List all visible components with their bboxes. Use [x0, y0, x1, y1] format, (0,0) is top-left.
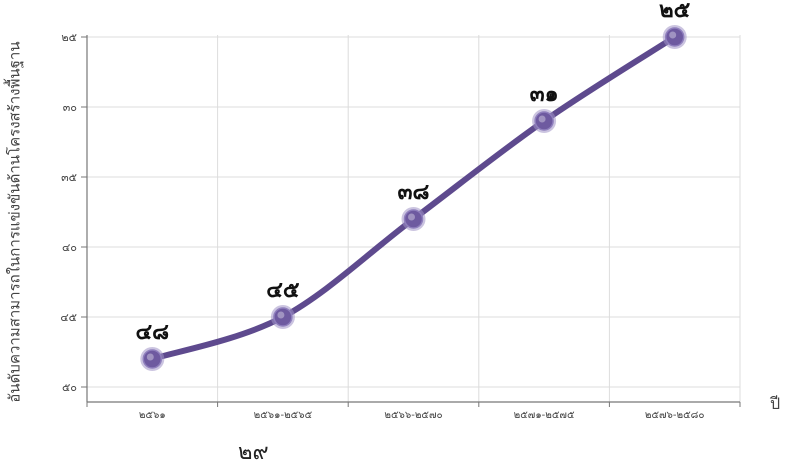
- data-label: ๓๘: [397, 180, 429, 205]
- x-tick-label: ๒๕๗๖-๒๕๘๐: [645, 410, 705, 421]
- x-tick-label: ๒๕๖๑: [139, 410, 166, 421]
- grid-lines: [86, 35, 741, 402]
- y-tick-label: ๕๐: [62, 381, 77, 394]
- data-point: [142, 349, 163, 369]
- y-axis-title: อันดับความสามารถในการแข่งขันด้านโครงสร้า…: [4, 12, 26, 432]
- y-tick-label: ๓๕: [61, 171, 77, 184]
- data-point-highlight: [408, 213, 415, 221]
- data-label: ๔๕: [266, 278, 300, 303]
- x-tick-label: ๒๕๖๖-๒๕๗๐: [384, 410, 442, 421]
- data-point-highlight: [538, 115, 546, 123]
- data-point-highlight: [669, 31, 677, 39]
- y-tick-label: ๔๕: [60, 311, 77, 324]
- axes: [81, 35, 741, 407]
- y-tick-label: ๓๐: [63, 101, 77, 114]
- series: [140, 25, 687, 371]
- x-tick-labels: ๒๕๖๑ ๒๕๖๑-๒๕๖๕ ๒๕๖๖-๒๕๗๐ ๒๕๗๑-๒๕๗๕ ๒๕๗๖-๒๕๘๐: [139, 410, 705, 421]
- data-point-highlight: [277, 311, 285, 319]
- data-point-highlight: [146, 353, 154, 361]
- data-labels: ๔๘ ๔๕ ๓๘ ๓๑ ๒๕: [135, 0, 690, 345]
- y-tick-label: ๒๕: [61, 31, 77, 44]
- data-point: [403, 209, 424, 229]
- x-tick-label: ๒๕๖๑-๒๕๖๕: [254, 410, 313, 421]
- page-number: ๒๙: [238, 440, 269, 465]
- data-point: [664, 27, 685, 47]
- data-label: ๔๘: [135, 320, 169, 345]
- y-tick-label: ๔๐: [62, 241, 77, 254]
- data-label: ๓๑: [530, 82, 559, 107]
- data-label: ๒๕: [659, 0, 691, 23]
- data-point: [534, 111, 554, 131]
- data-point: [273, 307, 293, 327]
- y-axis-title-text: อันดับความสามารถในการแข่งขันด้านโครงสร้า…: [6, 41, 25, 403]
- x-axis-title: ปี: [770, 394, 781, 413]
- x-tick-label: ๒๕๗๑-๒๕๗๕: [514, 410, 575, 421]
